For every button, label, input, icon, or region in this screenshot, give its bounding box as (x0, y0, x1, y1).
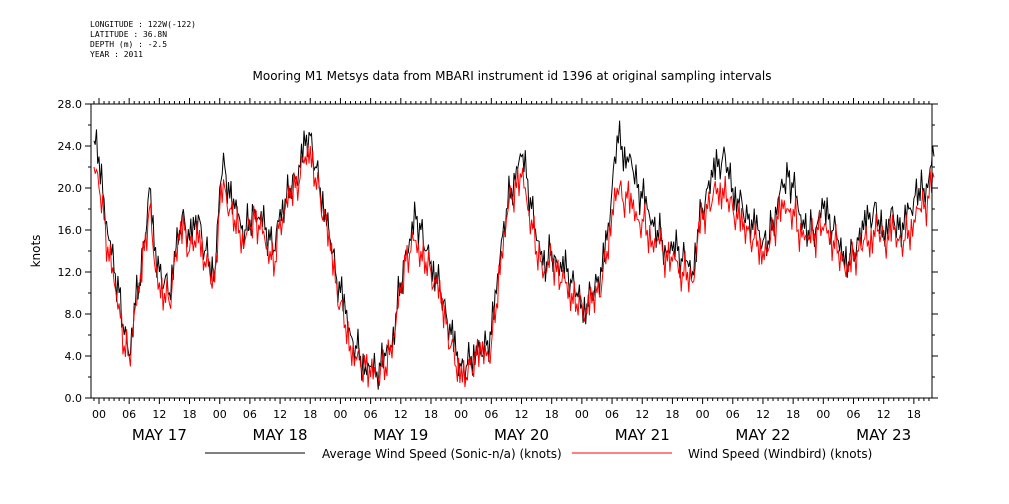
y-axis: 0.0 4.0 8.0 12.0 16.0 20.0 24.0 28.0 (58, 98, 938, 405)
x-day-label: MAY 22 (735, 426, 790, 444)
latitude-text: LATITUDE : 36.8N (90, 30, 168, 39)
x-hour-label: 06 (726, 408, 740, 421)
chart-title: Mooring M1 Metsys data from MBARI instru… (253, 69, 772, 83)
legend-label-1: Wind Speed (Windbird) (knots) (688, 447, 872, 461)
x-hour-label: 12 (756, 408, 770, 421)
series-line-0 (93, 120, 935, 390)
x-hour-label: 00 (696, 408, 710, 421)
y-tick-label: 12.0 (58, 266, 83, 279)
y-tick-label: 4.0 (65, 350, 83, 363)
x-day-label: MAY 20 (494, 426, 549, 444)
x-hour-label: 06 (243, 408, 257, 421)
y-tick-label: 24.0 (58, 140, 83, 153)
x-hour-label: 06 (122, 408, 136, 421)
x-hour-label: 12 (877, 408, 891, 421)
x-hour-label: 12 (273, 408, 287, 421)
series-layer (93, 120, 935, 390)
x-hour-label: 18 (545, 408, 559, 421)
x-hour-label: 12 (152, 408, 166, 421)
x-hour-label: 12 (394, 408, 408, 421)
y-tick-label: 0.0 (65, 392, 83, 405)
x-hour-label: 18 (786, 408, 800, 421)
y-tick-label: 8.0 (65, 308, 83, 321)
x-hour-label: 00 (213, 408, 227, 421)
legend-label-0: Average Wind Speed (Sonic-n/a) (knots) (322, 447, 562, 461)
x-hour-label: 18 (183, 408, 197, 421)
x-day-label: MAY 21 (615, 426, 670, 444)
depth-text: DEPTH (m) : -2.5 (90, 40, 168, 49)
x-hour-label: 12 (515, 408, 529, 421)
x-hour-label: 00 (816, 408, 830, 421)
x-hour-label: 00 (454, 408, 468, 421)
x-day-label: MAY 18 (253, 426, 308, 444)
x-day-label: MAY 19 (373, 426, 428, 444)
longitude-text: LONGITUDE : 122W(-122) (90, 20, 196, 29)
series-line-1 (93, 143, 935, 388)
x-day-label: MAY 23 (856, 426, 911, 444)
y-axis-label: knots (29, 235, 43, 268)
x-hour-label: 00 (333, 408, 347, 421)
x-hour-label: 00 (575, 408, 589, 421)
x-hour-label: 06 (847, 408, 861, 421)
year-text: YEAR : 2011 (90, 50, 143, 59)
x-hour-label: 06 (484, 408, 498, 421)
x-day-label: MAY 17 (132, 426, 187, 444)
legend: Average Wind Speed (Sonic-n/a) (knots) Wi… (205, 447, 872, 461)
x-hour-label: 18 (424, 408, 438, 421)
x-hour-label: 06 (364, 408, 378, 421)
x-hour-label: 18 (665, 408, 679, 421)
x-hour-label: 12 (635, 408, 649, 421)
x-hour-label: 00 (92, 408, 106, 421)
x-hour-label: 18 (907, 408, 921, 421)
x-axis: 00 06 12 18 00 06 12 18 00 06 12 18 00 06 12 18 00 06 12 18… (92, 98, 930, 444)
x-hour-label: 06 (605, 408, 619, 421)
metadata-block: LONGITUDE : 122W(-122) LATITUDE : 36.8N … (90, 20, 196, 60)
y-tick-label: 20.0 (58, 182, 83, 195)
y-tick-label: 16.0 (58, 224, 83, 237)
x-hour-label: 18 (303, 408, 317, 421)
y-tick-label: 28.0 (58, 98, 83, 111)
